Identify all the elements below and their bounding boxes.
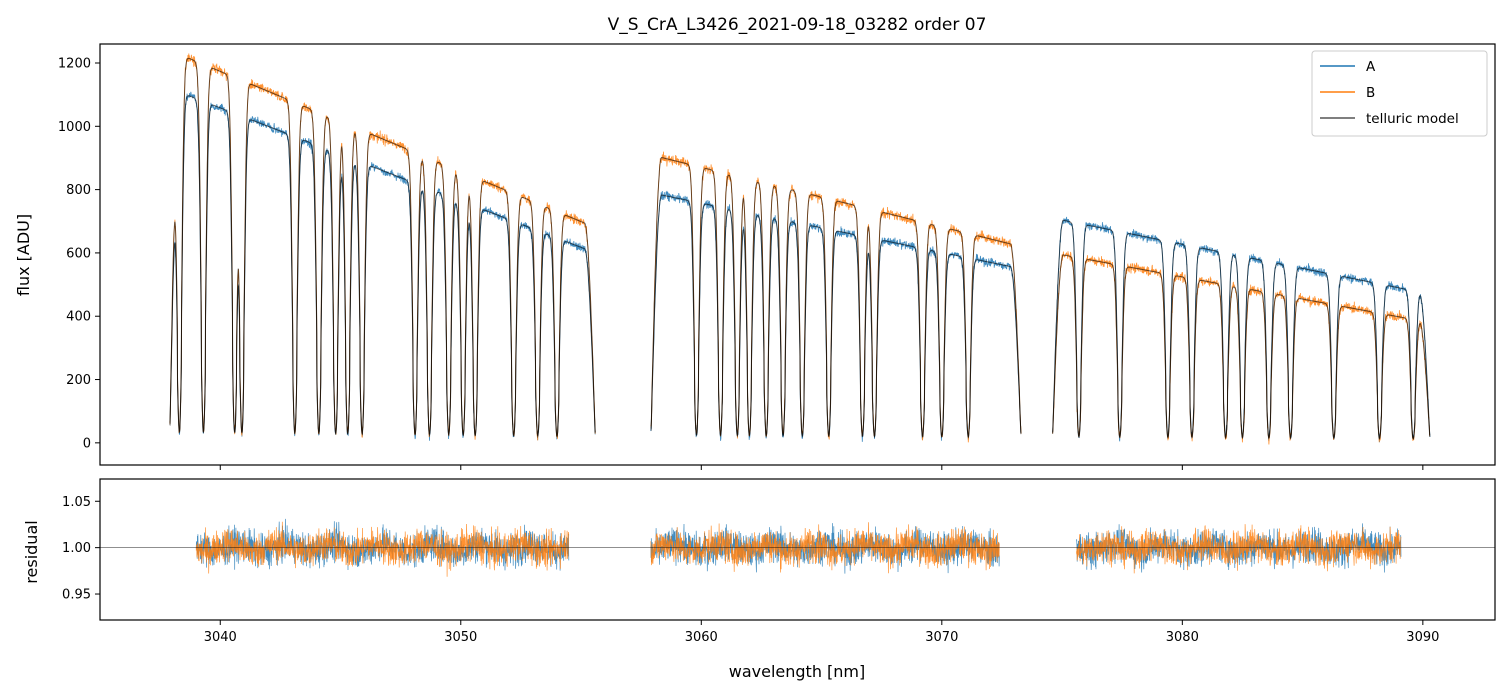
flux-y-label: flux [ADU]: [14, 214, 33, 296]
telluric-model-line: [650, 194, 1022, 439]
residual-y-tick-label: 0.95: [62, 588, 91, 603]
legend-label-b: B: [1366, 85, 1375, 101]
legend-label-a: A: [1366, 59, 1376, 75]
residual-x-tick-label: 3080: [1166, 630, 1199, 645]
series-b-line: [650, 151, 1022, 443]
telluric-model-line: [650, 157, 1022, 439]
residual-b-line: [195, 521, 570, 577]
flux-panel: 0 200 400 600 800 1000 1200 flux [ADU] A B tel…: [14, 43, 1496, 470]
flux-y-tick-label: 0: [83, 436, 91, 451]
residual-x-tick-label: 3060: [685, 630, 718, 645]
legend-label-model: telluric model: [1366, 111, 1459, 127]
flux-y-tick-label: 1000: [58, 120, 91, 135]
residual-x-tick-label: 3050: [444, 630, 477, 645]
flux-y-tick-label: 200: [66, 373, 91, 388]
x-axis-label: wavelength [nm]: [729, 662, 866, 681]
flux-y-tick-label: 600: [66, 246, 91, 261]
flux-y-tick-label: 1200: [58, 56, 91, 71]
flux-y-tick-label: 400: [66, 310, 91, 325]
residual-y-tick-label: 1.00: [62, 541, 91, 556]
telluric-model-line: [169, 57, 596, 437]
flux-panel-frame: [99, 43, 1496, 466]
flux-y-tick-label: 800: [66, 183, 91, 198]
residual-x-tick-label: 3090: [1406, 630, 1439, 645]
residual-panel: 0.95 1.00 1.05 3040 3050 3060 3070 3080 3090 re…: [22, 478, 1496, 681]
chart-title: V_S_CrA_L3426_2021-09-18_03282 order 07: [608, 15, 987, 35]
residual-b-line: [650, 522, 1000, 574]
residual-x-tick-label: 3070: [925, 630, 958, 645]
residual-y-label: residual: [22, 520, 41, 583]
residual-y-tick-label: 1.05: [62, 495, 91, 510]
telluric-model-line: [1052, 254, 1431, 441]
legend-box: [1311, 50, 1488, 137]
legend: A B telluric model: [1311, 50, 1488, 137]
residual-x-tick-label: 3040: [204, 630, 237, 645]
residual-b-line: [1076, 524, 1402, 574]
residual-panel-frame: [99, 478, 1496, 621]
